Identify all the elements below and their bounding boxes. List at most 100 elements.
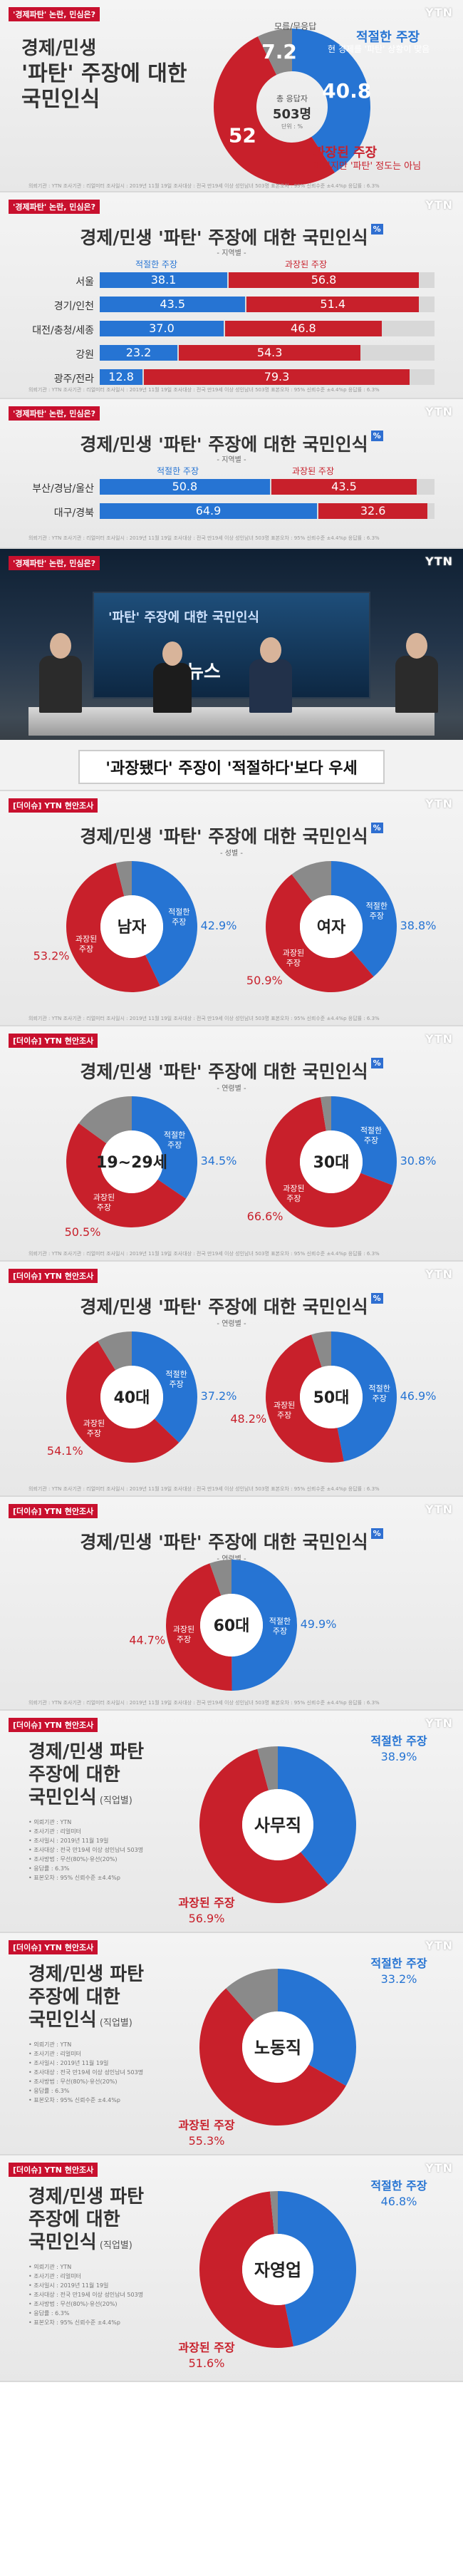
section-tag: '경제파탄' 논란, 민심은?: [9, 556, 100, 570]
slide-pair-2: [더이슈] YTN 현안조사 YTN 경제/민생 '파탄' 주장에 대한 국민인식%…: [0, 1026, 463, 1262]
center-top: 총 응답자: [276, 94, 308, 103]
bar-track: 12.8 79.3: [100, 369, 435, 385]
ytn-logo: YTN: [425, 1716, 453, 1730]
donut-6-slice-other: [311, 1331, 331, 1368]
bar-exaggerated: 43.5: [271, 479, 417, 495]
job-label-appropriate: 적절한 주장: [370, 1734, 427, 1748]
donut-1-center-label: 남자: [118, 919, 147, 937]
donut-2-inner-exaggerated-2: 주장: [286, 959, 301, 968]
chart-subtitle: - 지역별 -: [217, 456, 246, 464]
donut-4-center: [300, 1130, 363, 1193]
main-title-line3: 국민인식: [21, 87, 100, 112]
survey-meta-line: • 조사일시 : 2019년 11월 19일: [28, 2282, 109, 2289]
donut-6-slice-exaggerated: [266, 1334, 344, 1463]
anchor-female: [153, 663, 192, 713]
bar-track: 50.8 43.5: [100, 479, 435, 495]
anchor-male-face: [260, 637, 281, 663]
slide-region-2: '경제파탄' 논란, 민심은? YTN 경제/민생 '파탄' 주장에 대한 국민…: [0, 399, 463, 549]
survey-meta: • 의뢰기관 : YTN • 조사기관 : 리얼미터 • 조사일시 : 2019년 …: [28, 1818, 143, 1882]
main-title-line2: '파탄' 주장에 대한: [21, 61, 187, 86]
donut-6-inner-appropriate-2: 주장: [373, 1393, 387, 1403]
slice-appropriate: [292, 29, 370, 173]
bar-appropriate: 50.8: [100, 479, 270, 495]
row-label: 부산/경남/울산: [32, 483, 94, 495]
pct-badge: %: [370, 431, 383, 441]
donut-3-slice-exaggerated: [66, 1123, 187, 1228]
survey-meta-line: • 조사일시 : 2019년 11월 19일: [28, 1838, 109, 1844]
donut-7-slice-exaggerated: [166, 1563, 232, 1691]
job-value-appropriate: 38.9%: [381, 1750, 417, 1763]
donut-1-inner-exaggerated: 과장된: [76, 934, 97, 944]
row-label: 대전/충청/세종: [32, 325, 94, 336]
chart-subtitle: - 지역별 -: [217, 249, 246, 257]
donut-7-center-label: 60대: [214, 1617, 250, 1635]
donut-2-inner-exaggerated: 과장된: [283, 949, 304, 958]
job-slice-exaggerated: [199, 1988, 346, 2126]
row-label: 광주/전라: [53, 373, 94, 385]
bar-exaggerated: 51.4: [246, 297, 420, 312]
job-center-label: 자영업: [254, 2260, 301, 2280]
bar-appropriate: 38.1: [100, 272, 228, 288]
donut-4-inner-exaggerated-2: 주장: [286, 1194, 301, 1203]
slide-pair-1: [더이슈] YTN 현안조사 YTN 경제/민생 '파탄' 주장에 대한 국민인식%…: [0, 791, 463, 1026]
job-slides: [더이슈] YTN 현안조사 YTN 경제/민생 파탄 주장에 대한 국민인식 (직업별…: [0, 1711, 463, 2382]
donut-3-slice-appropriate: [132, 1096, 197, 1199]
job-slice-appropriate: [278, 2191, 356, 2346]
survey-meta-line: • 조사기관 : 리얼미터: [28, 2051, 81, 2057]
donut-6-value-appropriate: 46.9%: [400, 1389, 437, 1403]
donut-3-center-label: 19~29세: [96, 1154, 167, 1172]
survey-meta-line: • 의뢰기관 : YTN: [28, 2041, 72, 2048]
job-center: [242, 2011, 313, 2083]
donut-1-slice-other: [115, 861, 132, 897]
bar-appropriate: 64.9: [100, 503, 318, 519]
legend-exaggerated: 과장된 주장: [292, 466, 335, 476]
section-tag: [더이슈] YTN 현안조사: [9, 1718, 98, 1732]
donut-7-center: [200, 1594, 263, 1657]
section-tag: [더이슈] YTN 현안조사: [9, 798, 98, 813]
studio-screen: '파탄' 주장에 대한 국민인식 뉴스: [93, 592, 370, 699]
donut-5-slice-appropriate: [132, 1331, 197, 1443]
ytn-logo: YTN: [425, 1267, 453, 1281]
survey-meta-line: • 표본오차 : 95% 신뢰수준 ±4.4%p: [28, 1875, 120, 1881]
job-slice-other: [226, 1969, 278, 2021]
donut-4-inner-exaggerated: 과장된: [283, 1184, 304, 1193]
appropriate-header: 적절한 주장: [356, 30, 420, 45]
job-slice-other: [257, 1746, 278, 1791]
donut-5-inner-appropriate-2: 주장: [169, 1379, 183, 1389]
donut-6-slice-appropriate: [331, 1331, 397, 1462]
section-tag: '경제파탄' 논란, 민심은?: [9, 406, 100, 421]
donut-3-value-appropriate: 34.5%: [201, 1154, 237, 1168]
job-value-exaggerated: 55.3%: [189, 2134, 225, 2148]
donut-5-value-exaggerated: 54.1%: [47, 1444, 83, 1458]
ytn-logo: YTN: [425, 1032, 453, 1046]
job-donut: 사무직 적절한 주장 38.9% 과장된 주장 56.9%: [178, 1734, 427, 1925]
legend-appropriate: 적절한 주장: [135, 259, 178, 269]
row-label: 대구/경북: [53, 508, 94, 519]
donut-4-value-appropriate: 30.8%: [400, 1154, 437, 1168]
job-value-exaggerated: 56.9%: [189, 1912, 225, 1925]
job-slice-other: [269, 2191, 278, 2235]
survey-meta-line: • 조사일시 : 2019년 11월 19일: [28, 2060, 109, 2066]
anchor-male: [249, 659, 292, 713]
job-value-exaggerated: 51.6%: [189, 2356, 225, 2370]
donut-2-slice-exaggerated: [266, 874, 374, 992]
no-answer-label: 모름/무응답: [274, 21, 317, 31]
job-slice-appropriate: [278, 1746, 356, 1885]
ytn-logo: YTN: [425, 1503, 453, 1516]
job-title-suffix: (직업별): [96, 2240, 132, 2251]
donut-4-slice-appropriate: [331, 1096, 397, 1185]
chart-title: 경제/민생 '파탄' 주장에 대한 국민인식%: [0, 1293, 463, 1319]
job-title-line: 주장에 대한: [28, 2209, 120, 2230]
survey-meta-line: • 조사대상 : 전국 만19세 이상 성인남녀 503명: [28, 1847, 144, 1853]
footer: 의뢰기관 : YTN 조사기관 : 리얼미터 조사일시 : 2019년 11월 …: [28, 183, 380, 189]
donut-5-inner-appropriate: 적절한: [165, 1369, 187, 1379]
chart-title-text: 경제/민생 '파탄' 주장에 대한 국민인식: [80, 1532, 368, 1552]
overall-donut-chart: 40.8 52 7.2: [213, 29, 371, 186]
donut-5-slice-exaggerated: [66, 1341, 180, 1463]
donut-6-center-label: 50대: [313, 1389, 350, 1407]
slice-no-answer: [257, 29, 292, 76]
donut-2-center: [300, 895, 363, 958]
donut-6-inner-exaggerated: 과장된: [274, 1401, 295, 1410]
donut-2-center-label: 여자: [317, 919, 346, 937]
pct-badge: %: [370, 224, 383, 235]
